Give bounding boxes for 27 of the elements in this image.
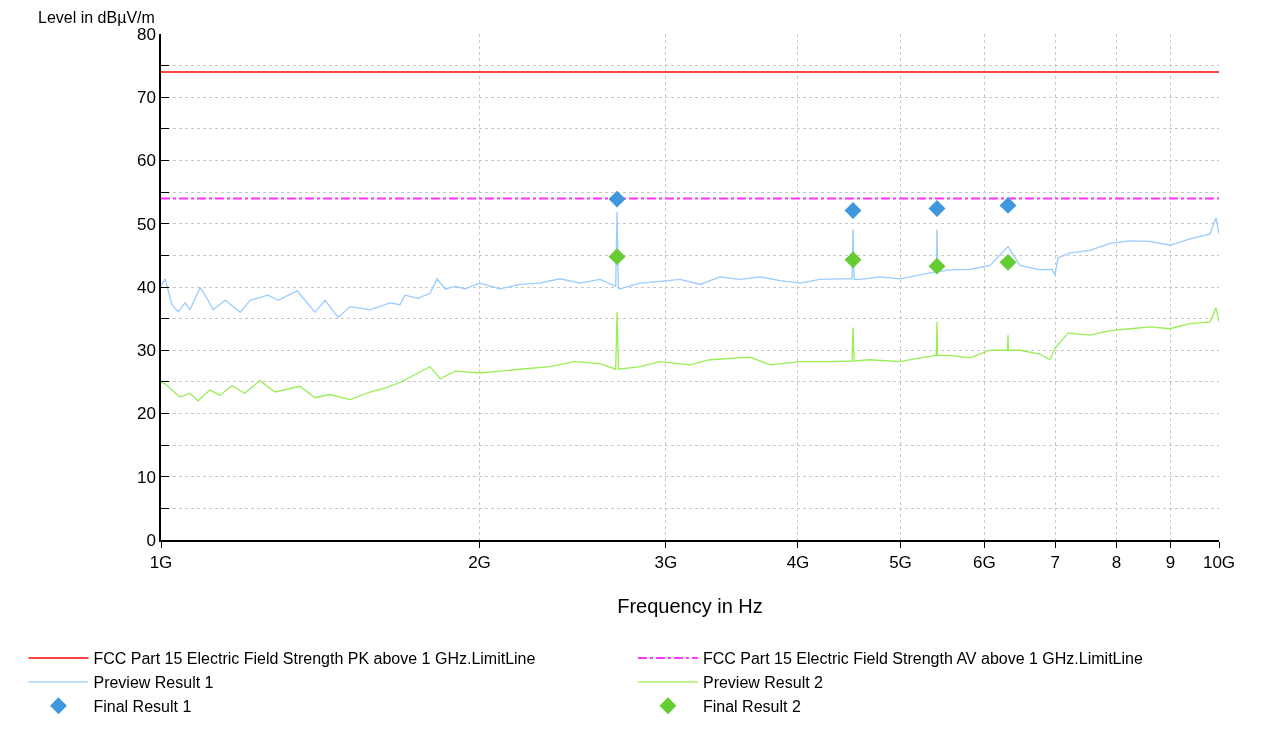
legend-label: Final Result 2 — [702, 697, 801, 715]
y-tick-label: 20 — [136, 404, 156, 424]
y-axis-title: Level in dBµV/m — [38, 9, 155, 26]
x-tick-label: 2G — [468, 553, 491, 573]
x-tick-label: 7 — [1050, 553, 1060, 573]
x-axis-title: Frequency in Hz — [617, 595, 763, 618]
legend-label: Final Result 1 — [93, 697, 192, 715]
legend-label: FCC Part 15 Electric Field Strength AV above 1 GHz.LimitLine — [702, 650, 1143, 668]
x-tick-label: 9 — [1165, 553, 1176, 573]
y-tick-label: 70 — [136, 88, 156, 108]
y-tick-label: 60 — [136, 151, 156, 171]
y-tick-label: 40 — [136, 277, 156, 297]
x-tick-label: 8 — [1111, 553, 1122, 573]
x-tick-label: 6G — [972, 553, 996, 573]
x-tick-label: 5G — [889, 553, 912, 573]
x-tick-label: 1G — [149, 553, 173, 573]
y-tick-label: 50 — [136, 214, 156, 234]
y-tick-label: 30 — [136, 341, 156, 361]
y-tick-label: 80 — [136, 24, 156, 44]
y-tick-label: 10 — [136, 467, 156, 487]
x-tick-label: 10G — [1202, 553, 1236, 573]
x-tick-label: 3G — [654, 553, 678, 573]
legend-label: FCC Part 15 Electric Field Strength PK above 1 GHz.LimitLine — [93, 650, 536, 668]
x-tick-label: 4G — [786, 553, 810, 573]
legend-label: Preview Result 1 — [93, 674, 214, 692]
legend-label: Preview Result 2 — [702, 674, 824, 692]
y-tick-label: 0 — [146, 530, 156, 550]
